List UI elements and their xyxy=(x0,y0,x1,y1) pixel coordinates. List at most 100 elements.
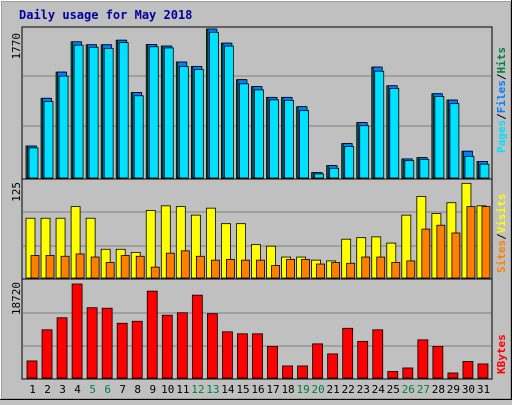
bar-kbytes-28-body xyxy=(432,345,444,379)
bar-visits-9-body xyxy=(145,210,156,279)
bar-visits-12 xyxy=(190,214,201,279)
bar-sites-12-body xyxy=(195,255,205,279)
bar-sites-1-body xyxy=(30,255,40,279)
bar-kbytes-17-body xyxy=(267,345,278,379)
label-pages: Pages xyxy=(495,120,508,153)
bar-pages-10-body xyxy=(163,47,174,179)
bar-kbytes-22-body xyxy=(342,327,354,379)
bar-sites-3 xyxy=(60,255,70,279)
bar-pages-4 xyxy=(73,44,84,179)
bar-pages-15 xyxy=(239,83,249,179)
bar-sites-15 xyxy=(241,259,250,279)
bar-kbytes-27-body xyxy=(417,339,429,379)
label-hits: Hits xyxy=(495,47,508,74)
panel1-series-label: Pages/Files/Hits xyxy=(495,47,508,153)
bar-sites-18 xyxy=(286,258,295,279)
bar-visits-10 xyxy=(160,205,171,279)
panel2-series-label: Sites/Visits xyxy=(495,194,508,274)
bar-sites-13-body xyxy=(210,259,220,279)
bar-sites-17 xyxy=(271,265,280,279)
x-tick-label-18: 18 xyxy=(281,383,294,396)
x-tick-label-11: 11 xyxy=(176,383,189,396)
bar-sites-12 xyxy=(195,255,205,279)
bar-pages-12-body xyxy=(193,69,204,179)
bar-kbytes-25-body xyxy=(387,371,399,379)
bar-sites-5-body xyxy=(90,256,100,279)
bar-sites-6-body xyxy=(105,262,115,279)
bar-kbytes-21-body xyxy=(327,353,339,379)
x-tick-label-1: 1 xyxy=(29,383,36,396)
bar-kbytes-26 xyxy=(402,367,414,379)
label-files: Files xyxy=(495,80,508,113)
label-sites: Sites xyxy=(495,240,508,273)
bar-sites-3-body xyxy=(60,255,70,279)
bar-kbytes-31-body xyxy=(477,363,489,379)
bar-kbytes-15-body xyxy=(237,333,248,379)
bar-kbytes-26-body xyxy=(402,367,414,379)
x-tick-label-28: 28 xyxy=(432,383,445,396)
bar-pages-13 xyxy=(208,31,219,179)
x-tick-label-9: 9 xyxy=(149,383,156,396)
bar-visits-17-body xyxy=(266,245,276,279)
bar-visits-17 xyxy=(266,245,276,279)
x-tick-label-25: 25 xyxy=(387,383,400,396)
bar-kbytes-24-body xyxy=(372,329,384,379)
panel1-max-label: 1770 xyxy=(10,33,23,60)
bar-sites-19-body xyxy=(301,258,310,279)
bar-pages-12 xyxy=(193,69,204,179)
bar-visits-26 xyxy=(401,214,412,279)
bar-visits-22-body xyxy=(341,238,352,279)
bar-sites-22 xyxy=(346,262,356,279)
bar-pages-13-body xyxy=(208,31,219,179)
bar-visits-13-body xyxy=(205,207,216,279)
bar-visits-3 xyxy=(55,217,66,279)
bar-pages-26 xyxy=(404,160,415,179)
x-tick-label-2: 2 xyxy=(44,383,51,396)
bar-pages-25-body xyxy=(389,88,400,179)
bar-sites-2-body xyxy=(45,255,55,279)
bar-kbytes-6-body xyxy=(101,307,113,379)
bar-sites-31 xyxy=(481,206,491,279)
bar-kbytes-27 xyxy=(417,339,429,379)
bar-visits-25 xyxy=(386,242,397,279)
bar-pages-22 xyxy=(344,146,355,179)
bar-visits-1-body xyxy=(25,217,36,279)
x-axis-labels: 1 2 3 4 5 6 7 8 9 10 11 12 13 14 15 16 17 18 19 20 21 22 23 24 2… xyxy=(29,383,490,396)
bar-kbytes-4 xyxy=(71,283,83,379)
bar-pages-28-body xyxy=(434,96,445,179)
bar-pages-1-body xyxy=(28,147,39,179)
bar-visits-9 xyxy=(145,210,156,279)
bar-sites-7-body xyxy=(120,255,130,279)
bar-sites-11-body xyxy=(180,250,190,279)
bar-kbytes-30 xyxy=(462,361,474,379)
bar-visits-5 xyxy=(85,217,96,279)
bar-sites-26 xyxy=(406,260,416,279)
grid-layer xyxy=(23,75,491,347)
bar-sites-29-body xyxy=(451,232,461,279)
bar-kbytes-25 xyxy=(387,371,399,379)
bar-kbytes-10 xyxy=(161,314,173,379)
bar-pages-21-body xyxy=(329,167,340,179)
bar-sites-20 xyxy=(316,263,326,279)
bar-visits-11-body xyxy=(175,206,186,279)
bar-pages-6 xyxy=(103,47,114,179)
bar-kbytes-12 xyxy=(191,294,203,379)
bar-visits-25-body xyxy=(386,242,397,279)
bar-sites-14-body xyxy=(226,258,235,279)
x-tick-label-5: 5 xyxy=(89,383,96,396)
bar-pages-22-body xyxy=(344,146,355,179)
bar-pages-14-body xyxy=(224,45,234,179)
bar-kbytes-1-body xyxy=(26,360,38,379)
bar-sites-21-body xyxy=(331,262,341,279)
bar-pages-3-body xyxy=(58,75,69,179)
bar-kbytes-29 xyxy=(447,372,459,379)
bar-kbytes-19 xyxy=(297,365,308,379)
bar-kbytes-1 xyxy=(26,360,38,379)
bar-pages-29-body xyxy=(449,103,460,179)
x-tick-label-10: 10 xyxy=(161,383,174,396)
bar-pages-16 xyxy=(254,89,264,179)
bar-pages-16-body xyxy=(254,89,264,179)
x-tick-label-24: 24 xyxy=(372,383,386,396)
bar-kbytes-2 xyxy=(41,329,53,379)
